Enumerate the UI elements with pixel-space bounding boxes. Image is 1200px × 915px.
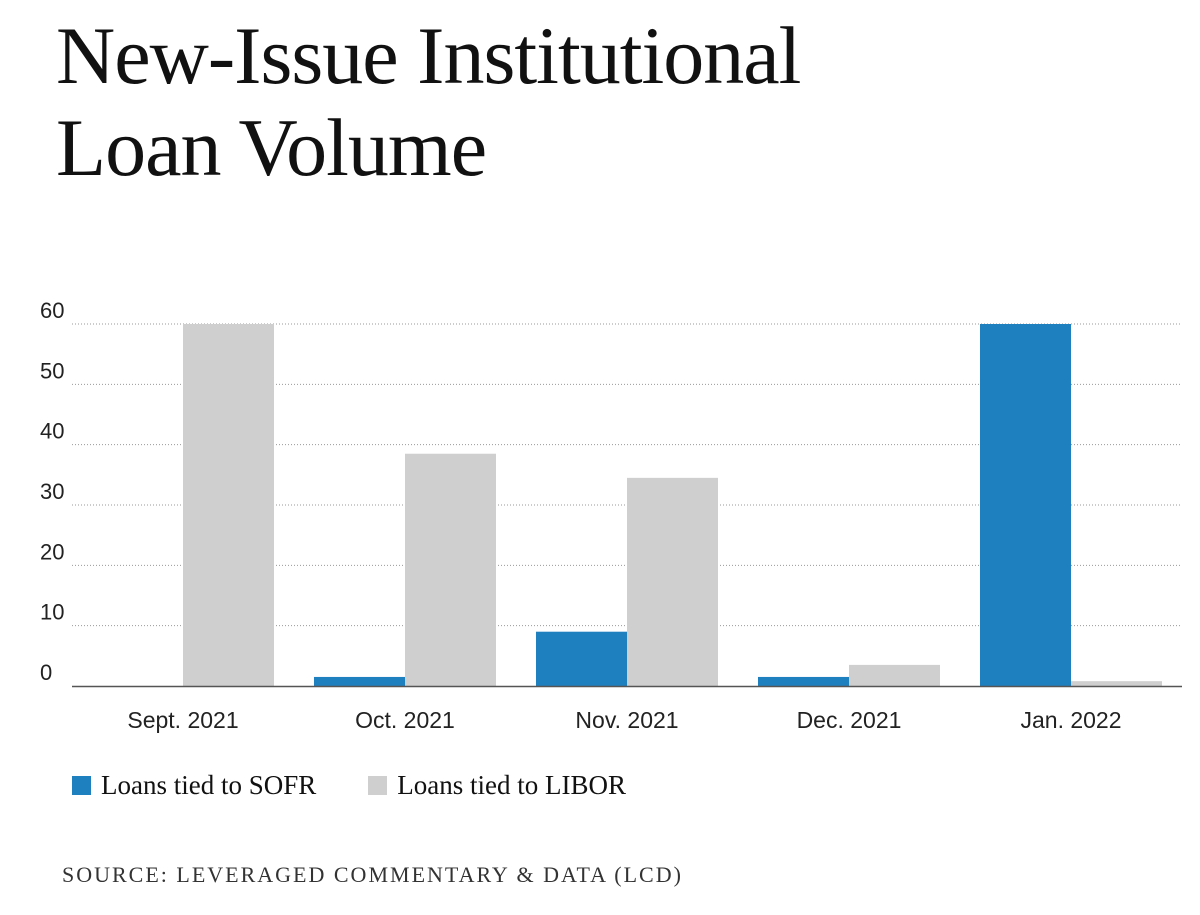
legend-label-sofr: Loans tied to SOFR xyxy=(101,770,317,800)
legend-label-libor: Loans tied to LIBOR xyxy=(397,770,626,800)
bar-libor-2 xyxy=(627,477,718,686)
x-tick-label-0: Sept. 2021 xyxy=(127,707,238,733)
x-tick-label-4: Jan. 2022 xyxy=(1020,707,1121,733)
y-tick-label-30: 30 xyxy=(40,479,64,504)
chart-title-line-1: New-Issue Institutional xyxy=(56,10,801,101)
legend: Loans tied to SOFR Loans tied to LIBOR xyxy=(72,770,678,801)
bar-libor-4 xyxy=(1071,681,1162,686)
bar-chart: 0 10 20 30 40 50 60 Sept. 2021 Oct. 2021 Nov. 202… xyxy=(40,298,1182,733)
legend-swatch-libor xyxy=(368,776,388,795)
legend-item-sofr: Loans tied to SOFR xyxy=(72,770,316,801)
bar-libor-0 xyxy=(183,324,274,686)
bar-sofr-4 xyxy=(980,324,1071,686)
x-tick-label-1: Oct. 2021 xyxy=(355,707,455,733)
bar-libor-3 xyxy=(849,664,940,686)
source-note: SOURCE: LEVERAGED COMMENTARY & DATA (LCD… xyxy=(62,862,683,887)
y-tick-label-0: 0 xyxy=(40,660,52,685)
x-tick-label-3: Dec. 2021 xyxy=(797,707,902,733)
chart-title-line-2: Loan Volume xyxy=(56,102,487,193)
bar-sofr-2 xyxy=(536,631,627,686)
y-tick-label-60: 60 xyxy=(40,298,64,323)
y-tick-label-40: 40 xyxy=(40,419,64,444)
bar-libor-1 xyxy=(405,453,496,686)
bar-sofr-3 xyxy=(758,676,849,686)
y-tick-label-10: 10 xyxy=(40,600,64,625)
bar-sofr-1 xyxy=(314,676,405,686)
y-tick-label-20: 20 xyxy=(40,539,64,564)
chart-title: New-Issue Institutional Loan Volume xyxy=(56,10,801,194)
y-tick-label-50: 50 xyxy=(40,358,64,383)
legend-item-libor: Loans tied to LIBOR xyxy=(368,770,626,801)
x-tick-label-2: Nov. 2021 xyxy=(575,707,678,733)
legend-swatch-sofr xyxy=(72,776,91,795)
